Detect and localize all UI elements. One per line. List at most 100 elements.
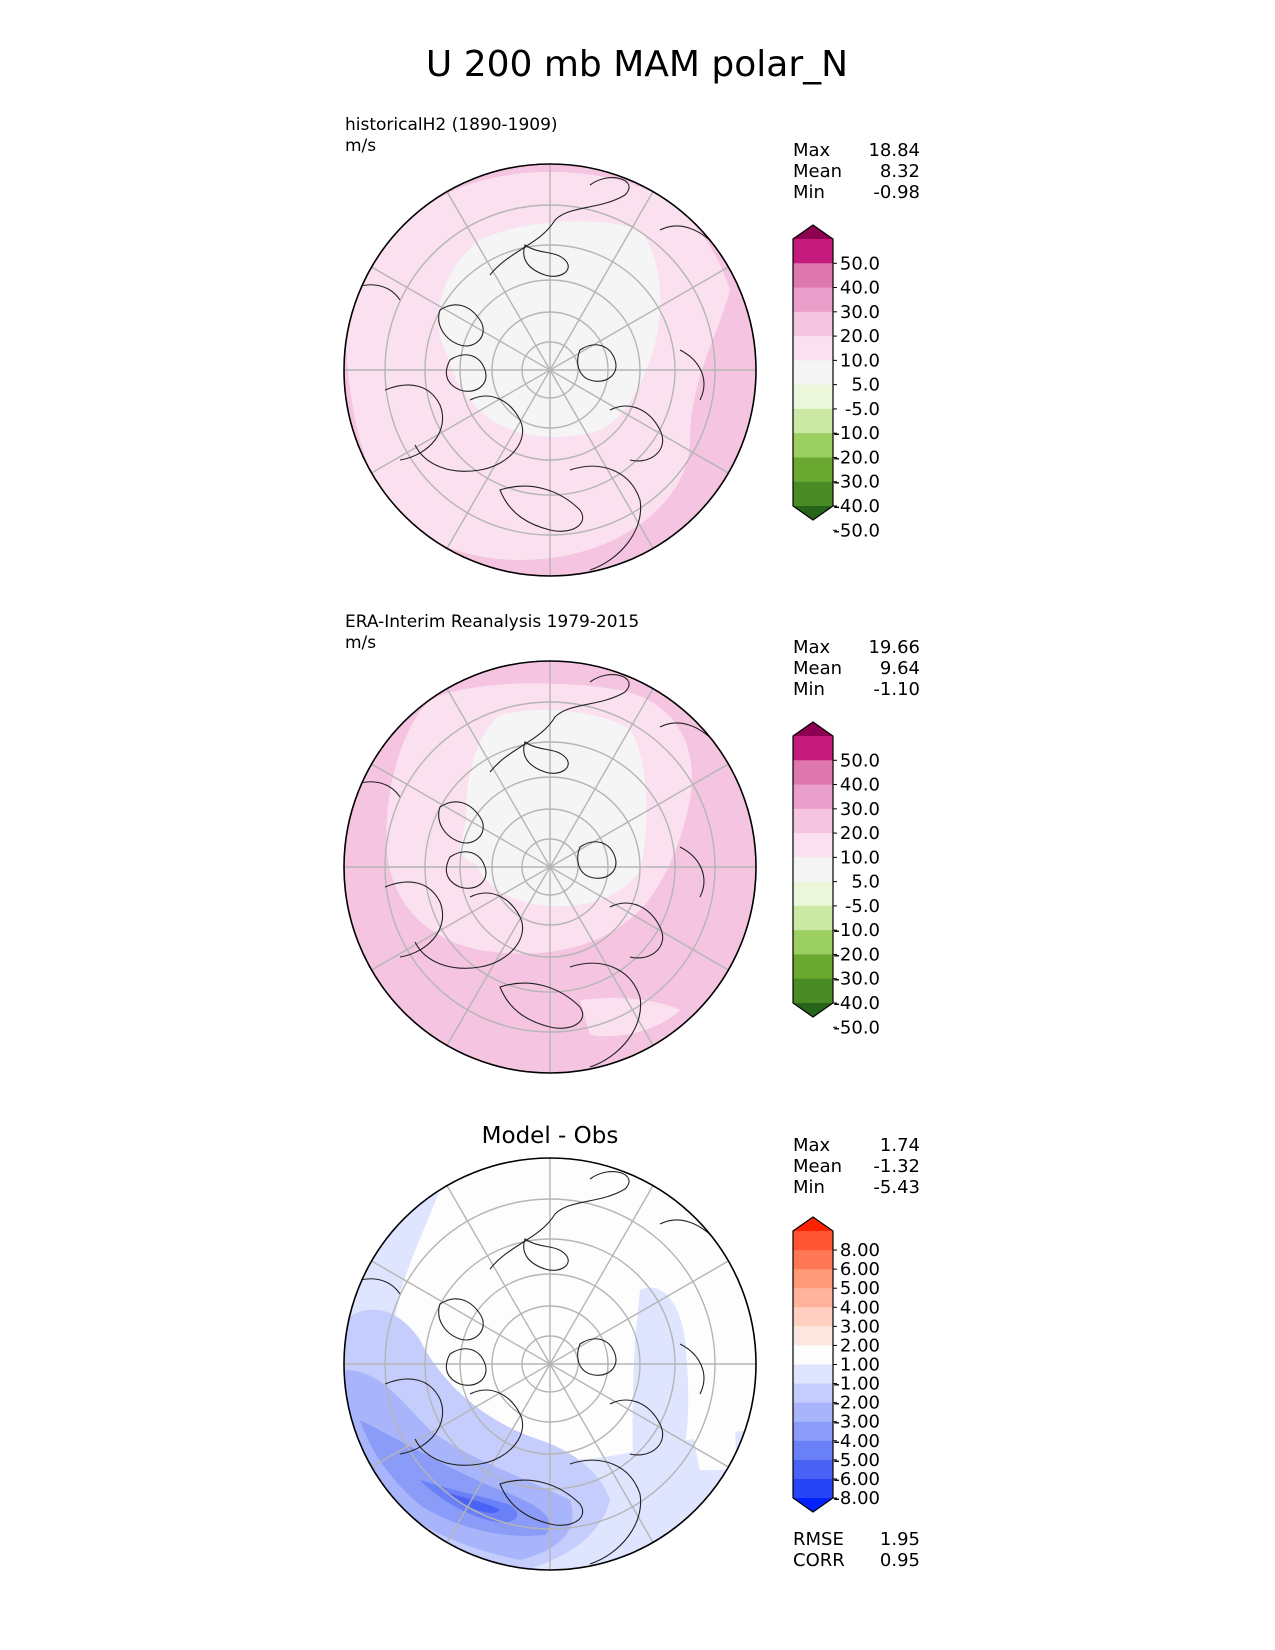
- diff-score-label: RMSE: [793, 1529, 844, 1550]
- model-colorbar-swatch: [793, 457, 833, 483]
- panel-obs-rim: [343, 660, 757, 1074]
- coastline: [577, 841, 617, 879]
- model-colorbar-tick-label: -20.0: [833, 447, 880, 468]
- model-colorbar-tick-label: 40.0: [840, 278, 880, 299]
- obs-colorbar-swatch: [793, 784, 833, 810]
- obs-colorbar-swatch: [793, 881, 833, 907]
- diff-stats: Max 1.74 Mean -1.32 Min -5.43 RMSE 1.95 CORR 0.95: [793, 1135, 920, 1571]
- model-colorbar-tick-label: -50.0: [833, 520, 880, 541]
- obs-colorbar-swatch: [793, 760, 833, 786]
- diff-colorbar-tick-label: -4.00: [833, 1431, 880, 1452]
- diff-stat-value: -1.32: [873, 1156, 920, 1177]
- coastline: [438, 304, 484, 347]
- diff-colorbar-extend-min: [793, 1498, 833, 1512]
- panel-diff-rim: [343, 1157, 757, 1571]
- model-colorbar-tick-label: 50.0: [840, 253, 880, 274]
- obs-colorbar-swatch: [793, 954, 833, 980]
- panel-obs-map: [344, 661, 756, 1073]
- obs-colorbar-tick-label: 50.0: [840, 750, 880, 771]
- coastline: [569, 962, 642, 1068]
- panel-diff: Model - Obs Max 1.74 Mean -1.32 Min -5.43 RMSE…: [343, 1123, 920, 1571]
- diff-colorbar-extend-max: [793, 1217, 833, 1231]
- coastline: [414, 395, 524, 472]
- diff-colorbar-tick-label: 5.00: [840, 1278, 880, 1299]
- coastline: [414, 1389, 524, 1466]
- obs-colorbar-swatch: [793, 905, 833, 931]
- panel-obs: ERA-Interim Reanalysis 1979-2015 m/s Max…: [343, 612, 920, 1074]
- diff-colorbar-swatch: [793, 1440, 833, 1461]
- coastline: [414, 892, 524, 969]
- diff-stat-value: 1.74: [880, 1135, 920, 1156]
- model-colorbar-extend-max: [793, 225, 833, 239]
- obs-colorbar-tick-label: -20.0: [833, 944, 880, 965]
- model-colorbar-swatch: [793, 408, 833, 434]
- model-stat-value: -0.98: [873, 182, 920, 203]
- model-colorbar-tick-label: 10.0: [840, 350, 880, 371]
- obs-stats: Max 19.66 Mean 9.64 Min -1.10: [793, 637, 920, 700]
- obs-stat-label: Max: [793, 637, 831, 658]
- model-colorbar-swatch: [793, 239, 833, 264]
- diff-stat-value: -5.43: [873, 1177, 920, 1198]
- panel-diff-title: Model - Obs: [482, 1123, 619, 1149]
- coastline: [569, 465, 642, 571]
- diff-colorbar-swatch: [793, 1364, 833, 1385]
- model-colorbar-swatch: [793, 433, 833, 458]
- obs-colorbar-tick-label: -5.0: [845, 896, 880, 917]
- coastline: [489, 1171, 630, 1270]
- obs-colorbar-tick-label: 20.0: [840, 823, 880, 844]
- model-stats: Max 18.84 Mean 8.32 Min -0.98: [793, 140, 920, 203]
- coastline: [499, 485, 583, 532]
- obs-stat-value: 19.66: [868, 637, 920, 658]
- obs-colorbar-swatch: [793, 978, 833, 1004]
- coastline: [523, 741, 569, 774]
- model-colorbar-swatch: [793, 481, 833, 507]
- diff-colorbar-swatch: [793, 1307, 833, 1327]
- model-colorbar-extend-min: [793, 506, 833, 520]
- model-stat-label: Mean: [793, 161, 842, 182]
- diff-colorbar-swatch: [793, 1326, 833, 1346]
- diff-colorbar-tick-label: -1.00: [833, 1374, 880, 1395]
- obs-colorbar: 50.0 40.0 30.0 20.0 10.0 5.0 -5.0 -10.0 -20.0 -30…: [792, 721, 880, 1038]
- obs-colorbar-tick-label: 40.0: [840, 775, 880, 796]
- obs-colorbar-extend-max: [793, 722, 833, 736]
- diff-colorbar-swatch: [793, 1288, 833, 1308]
- diff-colorbar-swatch: [793, 1269, 833, 1289]
- diff-colorbar-swatch: [793, 1421, 833, 1442]
- panel-obs-label: ERA-Interim Reanalysis 1979-2015: [345, 612, 639, 632]
- coastline: [445, 1348, 487, 1386]
- diff-score-value: 1.95: [880, 1529, 920, 1550]
- panel-model: historicalH2 (1890-1909) m/s Max 18.84 Mea…: [343, 115, 920, 577]
- coastline: [523, 244, 569, 277]
- meridian-line: [371, 1260, 729, 1468]
- meridian-line: [371, 266, 729, 474]
- obs-colorbar-tick-label: -10.0: [833, 920, 880, 941]
- coastline: [609, 405, 664, 462]
- coastline: [384, 881, 444, 958]
- coastline: [445, 851, 487, 889]
- model-colorbar-swatch: [793, 287, 833, 313]
- obs-stat-label: Min: [793, 679, 825, 700]
- obs-colorbar-swatch: [793, 857, 833, 883]
- model-stat-value: 18.84: [868, 140, 920, 161]
- diff-score-value: 0.95: [880, 1550, 920, 1571]
- model-colorbar-tick-label: 30.0: [840, 302, 880, 323]
- obs-colorbar-tick-label: -30.0: [833, 969, 880, 990]
- coastline: [499, 1479, 583, 1526]
- coastline: [577, 344, 617, 382]
- coastline: [609, 1399, 664, 1456]
- diff-colorbar-swatch: [793, 1459, 833, 1480]
- coastline: [679, 846, 705, 898]
- diff-colorbar-swatch: [793, 1250, 833, 1270]
- coastline: [523, 1238, 569, 1271]
- coastline: [438, 1298, 484, 1341]
- model-colorbar-tick-label: -40.0: [833, 496, 880, 517]
- coastline: [609, 902, 664, 959]
- diff-colorbar-tick-label: -2.00: [833, 1393, 880, 1414]
- model-colorbar-swatch: [793, 360, 833, 386]
- panel-model-map: [344, 164, 756, 576]
- diff-colorbar-tick-label: 2.00: [840, 1335, 880, 1356]
- diff-colorbar-tick-label: 6.00: [840, 1259, 880, 1280]
- model-colorbar-swatch: [793, 263, 833, 289]
- figure-title: U 200 mb MAM polar_N: [426, 44, 848, 85]
